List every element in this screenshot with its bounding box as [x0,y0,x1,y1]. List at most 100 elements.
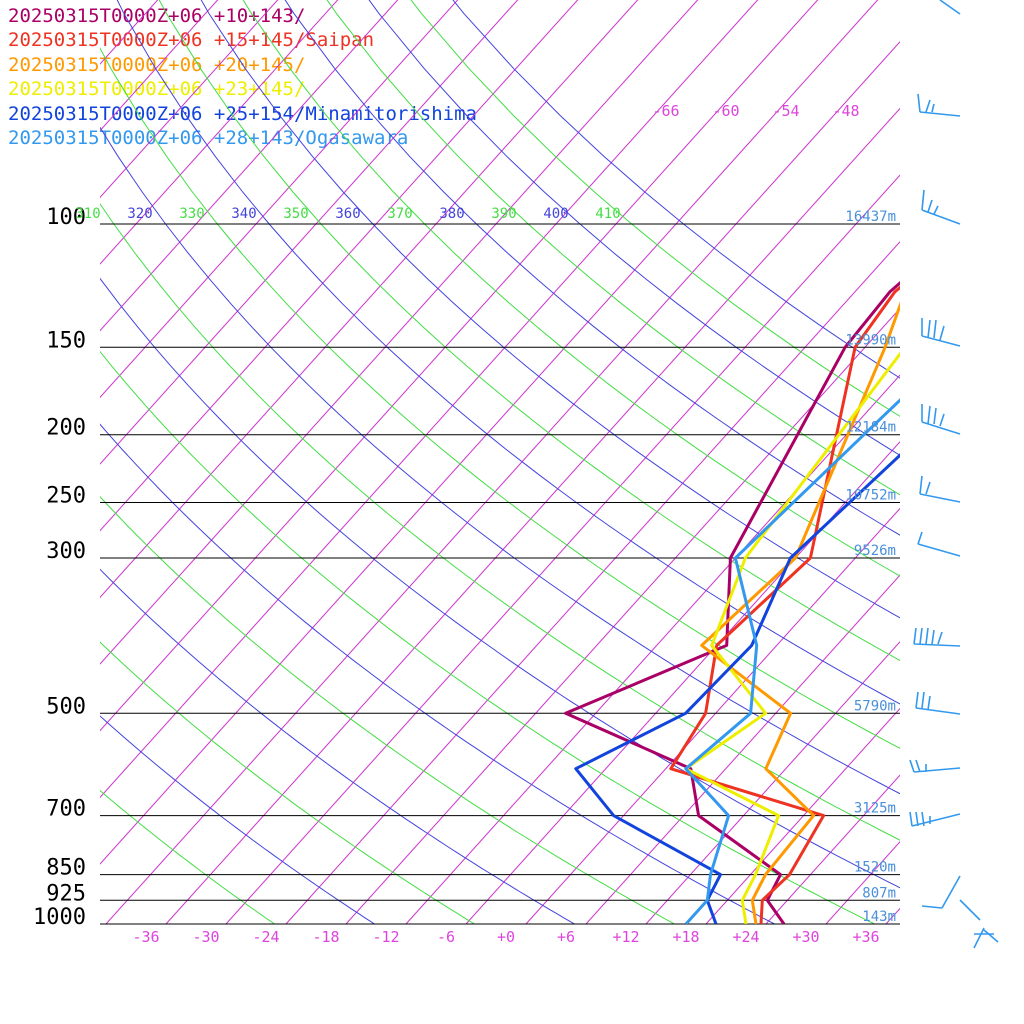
temperature-tick-label: +6 [557,928,575,946]
isotherm [100,0,879,865]
wind-barb [917,531,961,557]
isotherm [100,0,459,399]
profile-line-4 [684,351,900,924]
legend-item: 20250315T0000Z+06 +10+143/ [8,5,306,27]
pressure-label: 500 [46,694,86,719]
isotherm [285,241,900,924]
wind-barbs [909,0,999,949]
temperature-tick-label: +18 [672,928,699,946]
dry-adiabat [100,126,900,795]
pressure-label: 700 [46,797,86,822]
dry-adiabat [100,277,900,889]
theta-label: 350 [283,206,308,222]
isotherm [100,0,399,332]
isotherm [1006,0,1024,924]
isotherm [100,0,519,465]
isotherm [100,0,639,599]
profile-line-5 [574,453,900,924]
profile-line-1 [564,281,900,924]
dry-adiabat [326,0,900,496]
theta-label: 390 [491,206,516,222]
theta-label: 360 [335,206,360,222]
isotherm [100,0,699,665]
isotherm [0,0,87,924]
isotherm [0,0,147,924]
theta-label: 380 [439,206,464,222]
pressure-label: 850 [46,856,86,881]
upper-temperature-label: -60 [712,102,739,120]
dry-adiabat [284,0,900,536]
dry-adiabat [100,350,875,924]
legend-item: 20250315T0000Z+06 +28+143/Ogasawara [8,127,409,150]
dry-adiabat [100,789,275,924]
temperature-tick-label: -24 [252,928,279,946]
dry-adiabat [100,568,575,924]
isotherm [100,0,759,732]
temperature-tick-label: +0 [497,928,515,946]
isotherm [525,507,900,924]
upper-temperature-label: -54 [772,102,799,120]
isotherm [705,707,900,924]
dry-adiabat [100,423,775,924]
height-label: 807m [862,885,896,901]
wind-barb [917,93,961,117]
temperature-tick-label: +12 [612,928,639,946]
wind-barb [921,189,961,225]
wind-barb [921,404,961,435]
profile-line-2 [669,285,900,924]
isotherm [0,0,27,924]
height-label: 12184m [845,420,896,436]
wind-barb [913,627,961,647]
height-label: 16437m [845,209,896,225]
dry-adiabat [100,641,475,924]
legend: 20250315T0000Z+06 +10+143/20250315T0000Z… [8,4,477,150]
wind-barb [915,691,961,715]
dry-adiabat [410,0,900,417]
upper-temperature-label: -66 [652,102,679,120]
isotherm [885,907,900,924]
pressure-label: 1000 [33,905,86,930]
temperature-tick-label: -6 [437,928,455,946]
wind-barb [921,875,961,909]
isotherm [345,307,900,924]
temperature-tick-label: +30 [792,928,819,946]
height-label: 143m [862,909,896,925]
isotherm [765,774,900,924]
legend-item: 20250315T0000Z+06 +23+145/ [8,78,306,101]
dry-adiabat [242,0,900,577]
isotherm [825,841,900,924]
isotherm [645,641,900,924]
isotherm [946,0,1024,924]
upper-temperature-label: -48 [832,102,859,120]
height-label: 10752m [845,488,896,504]
dry-adiabat [158,0,900,662]
isotherm [585,574,900,924]
dry-adiabat [100,202,900,841]
temperature-tick-label: +36 [852,928,879,946]
theta-label: 370 [387,206,412,222]
height-label: 13990m [845,332,896,348]
pressure-label: 250 [46,484,86,509]
wind-barb [919,475,961,503]
height-label: 9526m [854,543,896,559]
pressure-label: 150 [46,328,86,353]
legend-item: 20250315T0000Z+06 +20+145/ [8,53,306,76]
theta-label: 320 [127,206,152,222]
pressure-label: 300 [46,539,86,564]
theta-label: 400 [543,206,568,222]
theta-label: 410 [595,206,620,222]
pressure-label: 200 [46,416,86,441]
height-label: 3125m [854,801,896,817]
dry-adiabat [100,495,675,924]
profile-line-6 [684,398,900,924]
isotherm [165,107,900,924]
isotherm [465,441,900,924]
wind-barb [909,759,961,773]
wind-barb [909,811,961,827]
isotherm [100,0,279,199]
legend-item: 20250315T0000Z+06 +15+145/Saipan [8,29,375,52]
pressure-label: 100 [46,205,86,230]
isotherm [100,0,339,265]
isotherm [105,41,900,924]
